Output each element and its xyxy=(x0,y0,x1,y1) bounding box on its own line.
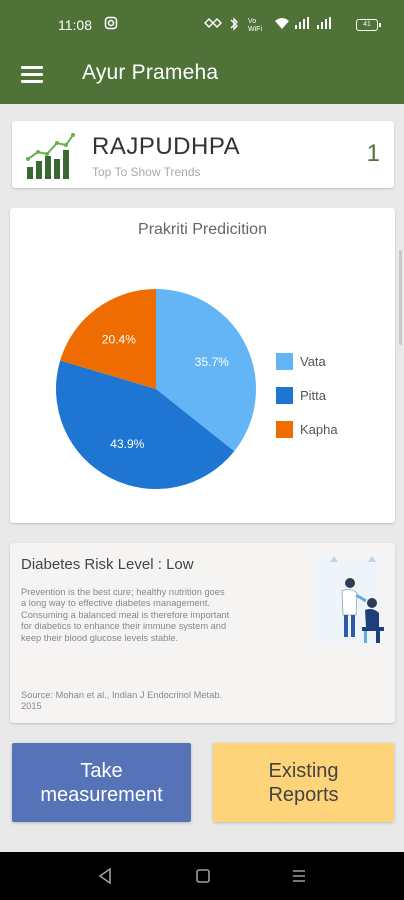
legend-swatch-pitta xyxy=(276,387,293,404)
hamburger-menu-icon[interactable] xyxy=(21,65,43,83)
status-bar: 11:08 Vo WiFi 41 xyxy=(0,0,404,50)
risk-title: Diabetes Risk Level : Low xyxy=(21,556,194,573)
app-bar: Ayur Prameha xyxy=(0,50,404,104)
legend-swatch-kapha xyxy=(276,421,293,438)
legend-label-kapha: Kapha xyxy=(300,422,338,437)
pie-label-kapha: 20.4% xyxy=(102,332,136,346)
back-icon[interactable] xyxy=(97,867,113,885)
wifi-icon xyxy=(275,18,289,29)
existing-reports-label: Existing Reports xyxy=(268,759,339,806)
battery-level: 41 xyxy=(363,21,371,28)
bluetooth-icon xyxy=(230,17,238,31)
signal-icon xyxy=(295,17,309,29)
hotspot-icon xyxy=(204,18,222,28)
recents-icon[interactable] xyxy=(291,867,307,885)
legend-swatch-vata xyxy=(276,353,293,370)
risk-description: Prevention is the best cure; healthy nut… xyxy=(21,587,230,643)
home-icon[interactable] xyxy=(195,867,211,885)
svg-text:WiFi: WiFi xyxy=(248,26,262,32)
pie-label-vata: 35.7% xyxy=(195,355,229,369)
pie-slice-pitta xyxy=(56,360,235,489)
existing-reports-button[interactable]: Existing Reports xyxy=(213,743,394,822)
trend-name: RAJPUDHPA xyxy=(92,133,241,160)
pie-label-pitta: 43.9% xyxy=(110,437,144,451)
doctor-patient-illustration xyxy=(316,556,384,643)
diabetes-risk-card: Diabetes Risk Level : Low Prevention is … xyxy=(10,543,395,723)
legend-label-vata: Vata xyxy=(300,354,327,369)
chart-title: Prakriti Predicition xyxy=(138,221,267,238)
app-title: Ayur Prameha xyxy=(82,61,219,84)
take-measurement-label: Take measurement xyxy=(40,759,163,806)
legend-label-pitta: Pitta xyxy=(300,388,327,403)
system-nav-bar xyxy=(0,852,404,900)
pie-slice-kapha xyxy=(60,289,156,389)
status-time: 11:08 xyxy=(58,17,92,33)
svg-text:Vo: Vo xyxy=(248,18,256,25)
risk-source: Source: Mohan et al., Indian J Endocrino… xyxy=(21,690,223,712)
instagram-icon xyxy=(104,16,118,30)
battery-icon: 41 xyxy=(356,19,381,31)
trend-count: 1 xyxy=(366,140,380,167)
take-measurement-button[interactable]: Take measurement xyxy=(12,743,191,822)
pie-chart: 35.7% 43.9% 20.4% Vata Pitta Kapha xyxy=(56,289,338,489)
trend-card[interactable]: RAJPUDHPA Top To Show Trends 1 xyxy=(12,121,394,188)
scrollbar[interactable] xyxy=(399,250,402,345)
signal-icon xyxy=(317,17,331,29)
trend-chart-icon xyxy=(26,133,75,179)
trend-subtitle: Top To Show Trends xyxy=(92,165,201,179)
pie-slice-vata xyxy=(156,289,257,452)
prakriti-chart-card: 35.7% 43.9% 20.4% Vata Pitta Kapha Prakriti P… xyxy=(10,208,395,523)
